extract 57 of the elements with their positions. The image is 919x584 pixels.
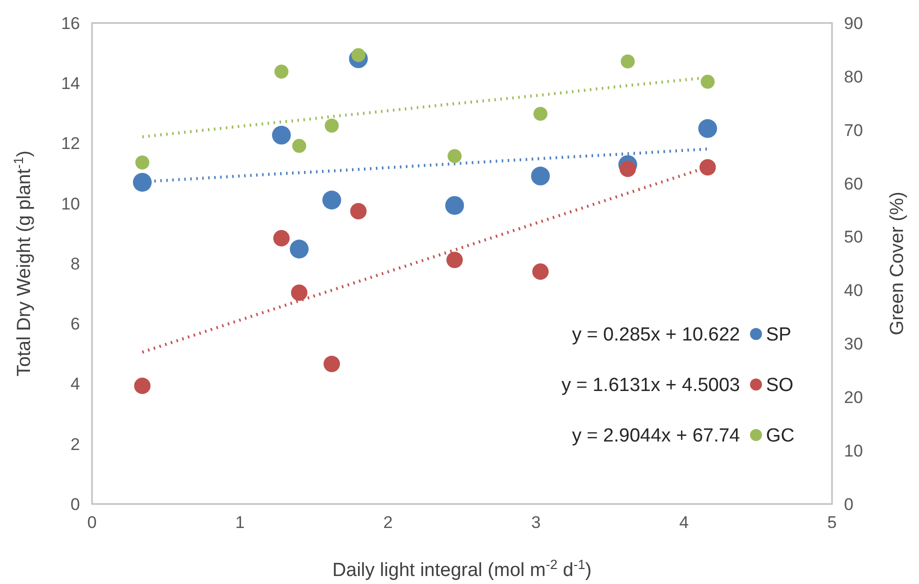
point xyxy=(322,190,342,210)
x-tick-label: 5 xyxy=(827,513,837,532)
x-tick-label: 2 xyxy=(383,513,393,532)
point xyxy=(531,166,550,186)
y-tick-label: 10 xyxy=(61,194,80,214)
y2-tick-label: 80 xyxy=(844,67,863,86)
point xyxy=(134,378,151,394)
x-tick-label: 4 xyxy=(679,513,689,532)
y2-tick-label: 90 xyxy=(844,14,863,33)
annotation: y = 0.285x + 10.622 xyxy=(572,324,740,346)
point xyxy=(350,202,367,220)
legend-label: SO xyxy=(766,375,794,396)
point xyxy=(620,160,636,178)
point xyxy=(135,155,150,170)
point xyxy=(445,196,464,215)
point xyxy=(448,149,462,164)
y2-axis-title: Green Cover (%) xyxy=(887,192,908,336)
y2-tick-label: 40 xyxy=(844,281,863,300)
y2-tick-label: 50 xyxy=(844,228,863,247)
point xyxy=(290,240,309,258)
y-tick-label: 2 xyxy=(70,434,80,454)
legend-label: GC xyxy=(766,426,794,447)
point xyxy=(324,356,340,372)
legend-label: SP xyxy=(766,324,792,346)
point xyxy=(698,119,718,138)
y2-tick-label: 0 xyxy=(844,494,854,514)
point xyxy=(620,54,635,68)
x-tick-label: 3 xyxy=(531,513,541,532)
point xyxy=(291,284,308,301)
y2-tick-label: 30 xyxy=(844,334,863,354)
y-tick-label: 8 xyxy=(70,254,80,274)
point xyxy=(132,172,152,192)
point xyxy=(324,118,339,133)
y2-tick-label: 20 xyxy=(844,388,863,408)
point xyxy=(532,263,549,280)
y2-tick-label: 70 xyxy=(844,120,863,140)
point xyxy=(699,159,716,176)
annotation: y = 1.6131x + 4.5003 xyxy=(561,375,740,396)
point xyxy=(533,106,548,121)
point xyxy=(700,74,715,89)
x-tick-label: 0 xyxy=(87,513,97,532)
point xyxy=(273,230,290,246)
y2-tick-label: 60 xyxy=(844,174,863,194)
y-tick-label: 12 xyxy=(61,134,80,154)
point xyxy=(292,138,306,153)
point xyxy=(446,252,463,268)
point xyxy=(272,126,291,145)
y-tick-label: 4 xyxy=(70,374,80,394)
annotation: y = 2.9044x + 67.74 xyxy=(572,426,740,447)
y-tick-label: 16 xyxy=(61,14,80,33)
x-tick-label: 1 xyxy=(235,513,245,532)
y-tick-label: 0 xyxy=(70,494,80,514)
x-axis-title: Daily light integral (mol m$^{-2}$ d$^{-1}$) xyxy=(332,556,592,581)
y-tick-label: 6 xyxy=(70,314,80,334)
point xyxy=(274,64,288,79)
y2-tick-label: 10 xyxy=(844,442,863,461)
y-tick-label: 14 xyxy=(61,74,80,94)
